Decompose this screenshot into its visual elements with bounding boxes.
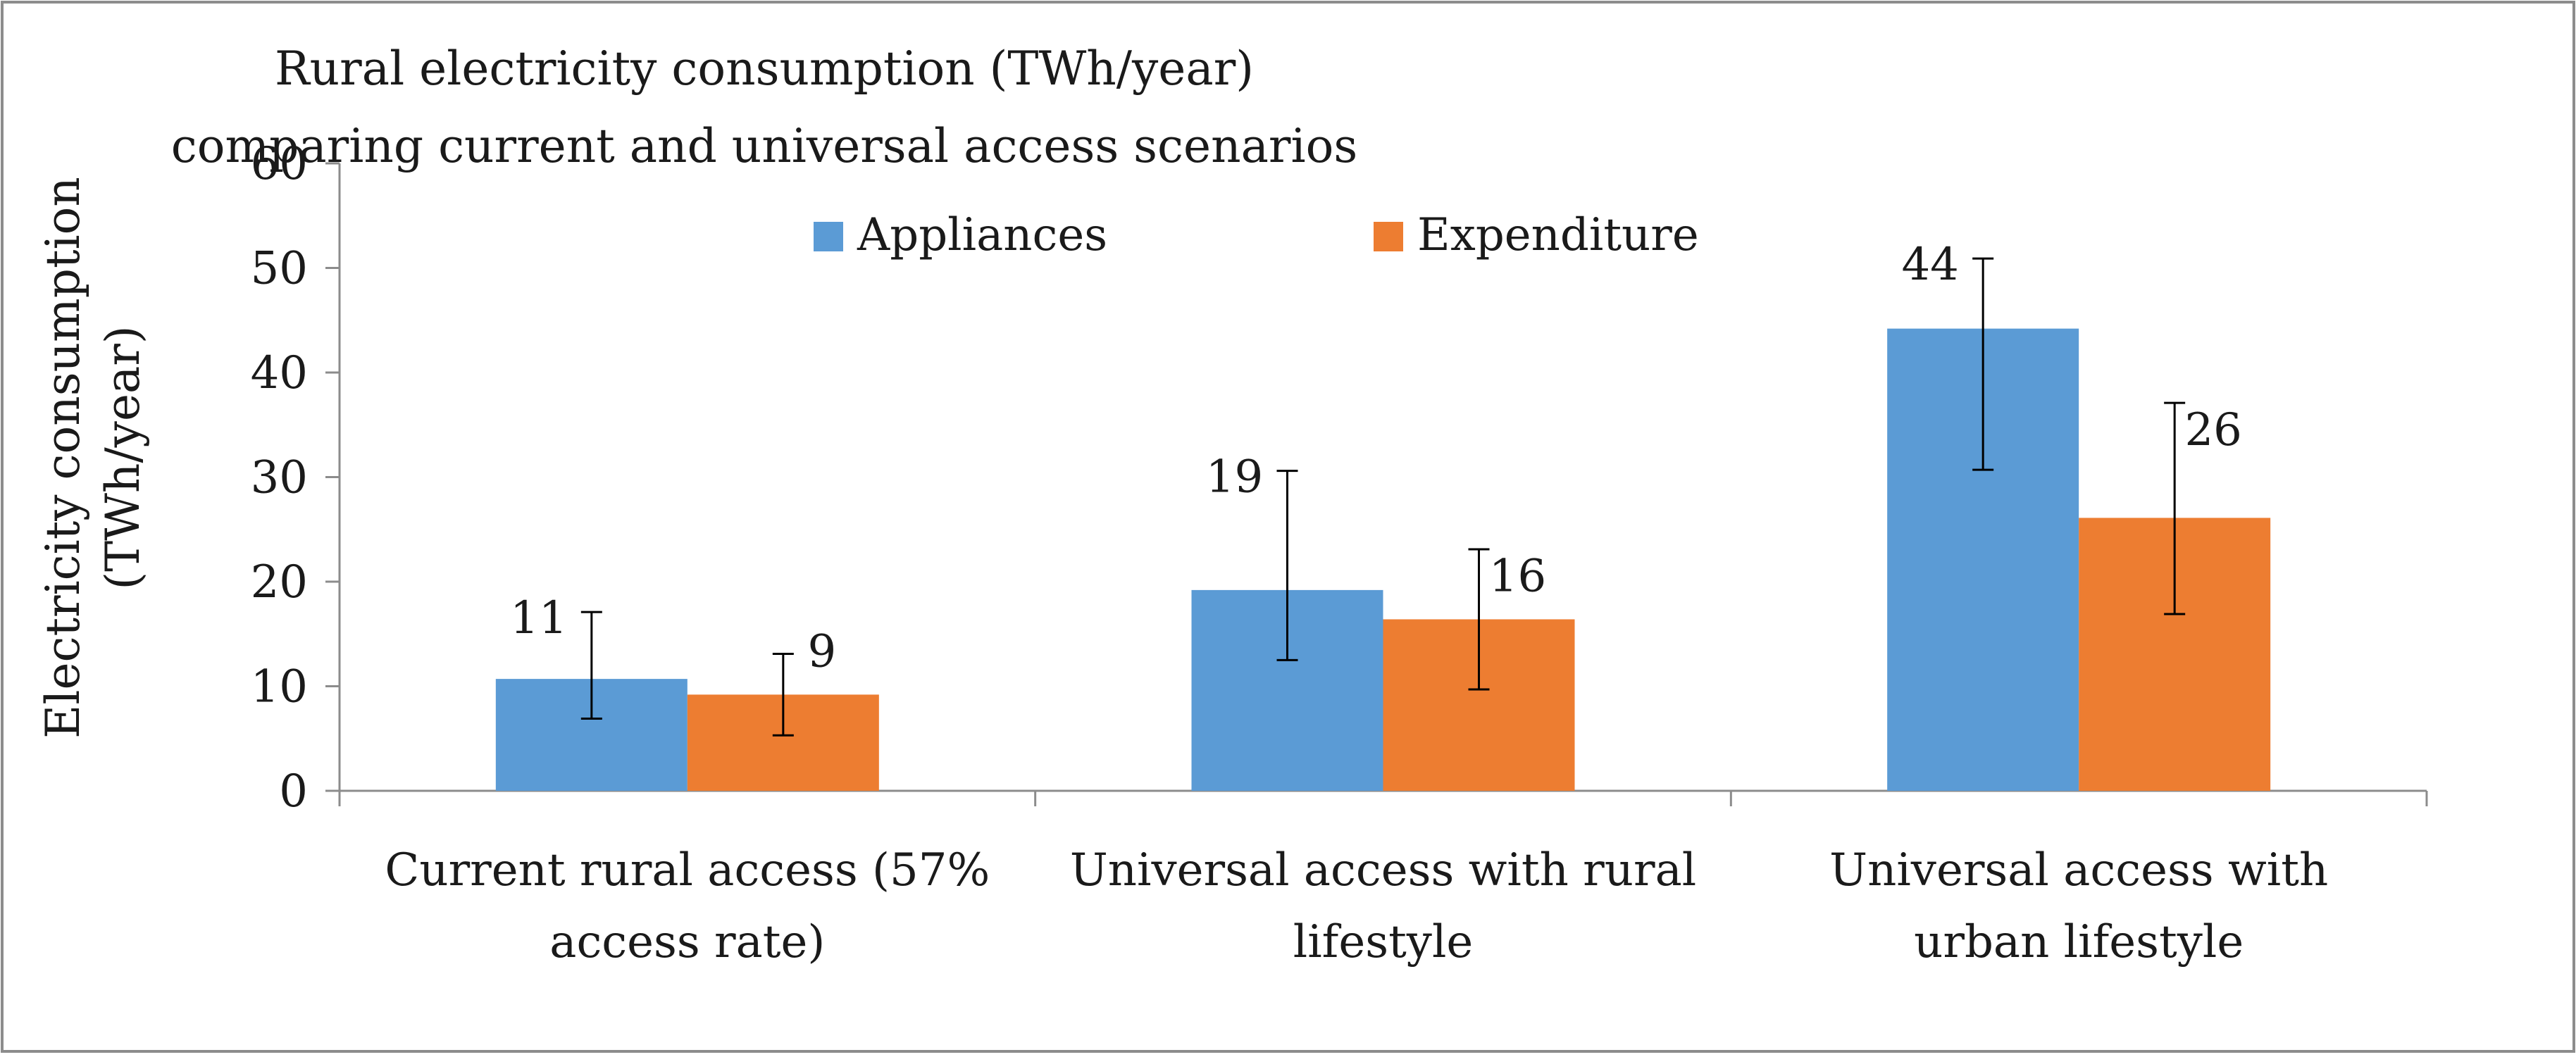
x-tick-label: lifestyle <box>1293 916 1474 968</box>
legend-swatch-appliances <box>814 222 843 251</box>
x-axis: Current rural access (57% access rate) Uni… <box>338 789 2428 968</box>
data-label-appliances-1: 19 <box>1206 451 1263 504</box>
y-tick-label: 40 <box>251 347 308 399</box>
x-tick-label: Current rural access (57% <box>385 844 990 896</box>
data-label-expenditure-1: 16 <box>1489 550 1546 602</box>
y-axis-title: Electricity consumption (TWh/year) <box>36 177 150 739</box>
x-tick-label: access rate) <box>549 916 825 968</box>
legend-label-appliances: Appliances <box>857 209 1107 261</box>
y-tick-label: 20 <box>251 556 308 608</box>
x-tick-label: Universal access with rural <box>1070 844 1696 896</box>
y-tick-label: 10 <box>251 661 308 713</box>
y-tick-label: 50 <box>251 243 308 295</box>
x-tick-label: urban lifestyle <box>1914 916 2244 968</box>
x-tick-label: Universal access with <box>1829 844 2328 896</box>
y-tick-label: 30 <box>251 452 308 504</box>
chart-title-line-1: Rural electricity consumption (TWh/year) <box>275 42 1254 96</box>
y-tick-label: 60 <box>251 138 308 190</box>
data-label-group: 11 19 44 9 16 26 <box>510 239 2242 677</box>
error-bar-group <box>580 257 2186 737</box>
legend-swatch-expenditure <box>1374 222 1403 251</box>
chart-title-line-2: comparing current and universal access s… <box>171 119 1357 173</box>
y-axis-title-line-2: (TWh/year) <box>96 325 150 589</box>
legend-label-expenditure: Expenditure <box>1417 209 1699 261</box>
y-tick-label: 0 <box>279 765 308 818</box>
data-label-expenditure-0: 9 <box>807 625 836 677</box>
y-axis: 0 10 20 30 40 50 60 <box>251 138 341 818</box>
data-label-appliances-0: 11 <box>510 592 567 644</box>
legend: Appliances Expenditure <box>814 209 1699 261</box>
data-label-appliances-2: 44 <box>1901 239 1958 291</box>
y-axis-title-line-1: Electricity consumption <box>36 177 90 739</box>
data-label-expenditure-2: 26 <box>2184 404 2241 456</box>
